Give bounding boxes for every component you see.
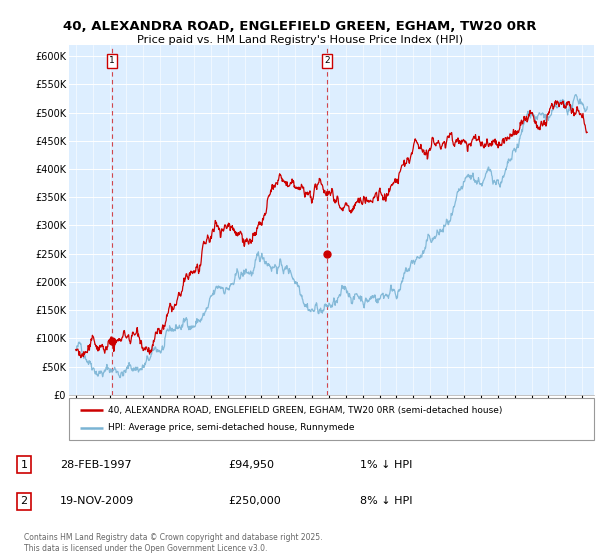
Text: £250,000: £250,000 [228,496,281,506]
Text: Contains HM Land Registry data © Crown copyright and database right 2025.
This d: Contains HM Land Registry data © Crown c… [24,533,323,553]
Text: 1: 1 [109,56,115,65]
Text: £94,950: £94,950 [228,460,274,470]
Text: 40, ALEXANDRA ROAD, ENGLEFIELD GREEN, EGHAM, TW20 0RR: 40, ALEXANDRA ROAD, ENGLEFIELD GREEN, EG… [63,20,537,33]
Text: Price paid vs. HM Land Registry's House Price Index (HPI): Price paid vs. HM Land Registry's House … [137,35,463,45]
Text: 40, ALEXANDRA ROAD, ENGLEFIELD GREEN, EGHAM, TW20 0RR (semi-detached house): 40, ALEXANDRA ROAD, ENGLEFIELD GREEN, EG… [109,405,503,415]
Text: 2: 2 [20,496,28,506]
Text: HPI: Average price, semi-detached house, Runnymede: HPI: Average price, semi-detached house,… [109,423,355,432]
Text: 1: 1 [20,460,28,470]
Text: 2: 2 [324,56,330,65]
Text: 8% ↓ HPI: 8% ↓ HPI [360,496,413,506]
Text: 1% ↓ HPI: 1% ↓ HPI [360,460,412,470]
Text: 19-NOV-2009: 19-NOV-2009 [60,496,134,506]
FancyBboxPatch shape [69,398,594,440]
Text: 28-FEB-1997: 28-FEB-1997 [60,460,131,470]
